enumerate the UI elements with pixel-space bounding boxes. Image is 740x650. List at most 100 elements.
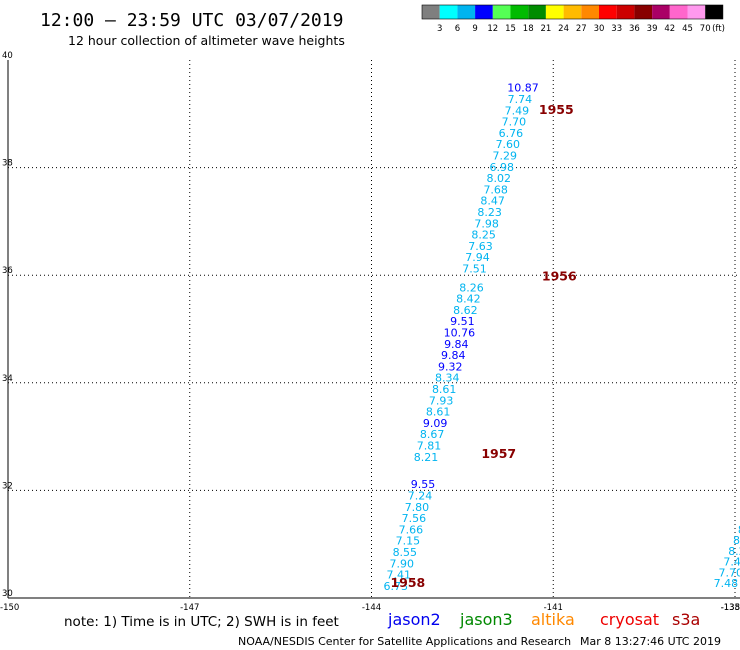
swh-value: 8.34 [435, 372, 460, 385]
satellite-legend-jason2: jason2 [387, 610, 441, 629]
swh-value: 8.47 [480, 195, 505, 208]
color-swatch [669, 5, 688, 19]
color-swatch [687, 5, 706, 19]
satellite-legend-jason3: jason3 [459, 610, 513, 629]
color-swatch [599, 5, 617, 19]
swh-value: 9.32 [438, 360, 463, 373]
swh-value: 7.80 [405, 501, 430, 514]
color-swatch [439, 5, 458, 19]
x-tick-label: -141 [544, 603, 563, 613]
color-swatch [475, 5, 493, 19]
color-swatch [528, 5, 546, 19]
color-scale-label: 21 [540, 24, 551, 34]
swh-value: 8.42 [456, 293, 481, 306]
swh-value: 7.68 [483, 183, 508, 196]
satellite-legend-altika: altika [531, 610, 575, 629]
color-swatch [616, 5, 635, 19]
satellite-legend-cryosat: cryosat [600, 610, 659, 629]
color-swatch [422, 5, 440, 19]
footer-credit: NOAA/NESDIS Center for Satellite Applica… [238, 635, 571, 648]
color-scale-label: 45 [682, 24, 693, 34]
swh-value: 8.23 [477, 206, 502, 219]
color-swatch [545, 5, 564, 19]
swh-value: 7.63 [468, 240, 493, 253]
swh-value: 8.67 [420, 428, 445, 441]
color-swatch [492, 5, 511, 19]
swh-value: 8.47 [733, 534, 740, 547]
color-scale-border [421, 4, 724, 20]
color-swatch [634, 5, 653, 19]
satellite-legend-s3a: s3a [672, 610, 700, 629]
color-scale-label: 3 [437, 24, 442, 34]
swh-value: 7.90 [390, 557, 415, 570]
color-scale-label: 27 [576, 24, 587, 34]
color-scale-label: 12 [487, 24, 498, 34]
swh-value: 8.26 [459, 281, 484, 294]
color-swatch [652, 5, 670, 19]
footer-timestamp: Mar 8 13:27:46 UTC 2019 [580, 635, 721, 648]
swh-value: 7.81 [417, 440, 442, 453]
color-scale-unit: (ft) [712, 24, 725, 34]
swh-value: 10.87 [507, 82, 539, 95]
swh-value: 9.09 [423, 417, 448, 430]
x-tick-label: -150 [0, 603, 19, 613]
swh-value: 10.76 [444, 327, 476, 340]
swh-value: 6.76 [499, 127, 524, 140]
swh-value: 7.70 [502, 116, 527, 129]
swh-value: 9.55 [411, 478, 436, 491]
color-swatch [705, 5, 723, 19]
plot-frame [7, 60, 740, 599]
pass-time-label: 1956 [542, 269, 577, 284]
satellite-tracks: 6.737.417.908.557.157.667.567.807.249.55… [383, 82, 740, 593]
y-tick-label: 36 [2, 266, 13, 276]
swh-value: 6.73 [383, 580, 408, 593]
swh-value: 9.84 [444, 338, 469, 351]
swh-value: 9.84 [441, 349, 466, 362]
y-tick-label: 38 [2, 159, 13, 169]
swh-value: 9.51 [450, 315, 475, 328]
pass-time-label: 1957 [481, 446, 516, 461]
swh-value: 8.23 [728, 545, 740, 558]
swh-value: 7.48 [723, 556, 740, 569]
swh-value: 8.25 [471, 229, 496, 242]
swh-value: 8.61 [432, 383, 457, 396]
swh-value: 8.21 [414, 451, 439, 464]
color-swatch [510, 5, 529, 19]
swh-value: 7.51 [462, 263, 487, 276]
swh-value: 8.62 [453, 304, 478, 317]
y-axis: 30 32 34 36 38 40 [2, 51, 13, 599]
color-scale-label: 39 [647, 24, 658, 34]
swh-value: 7.60 [496, 138, 521, 151]
color-swatch [581, 5, 599, 19]
x-tick-label: -138 [721, 603, 740, 613]
swh-value: 7.70 [719, 566, 740, 579]
color-swatch [563, 5, 582, 19]
color-scale-label: 33 [611, 24, 622, 34]
track-s3a: 6.737.417.908.557.157.667.567.807.249.55… [383, 82, 577, 593]
x-tick-label: -135 [721, 603, 740, 613]
color-scale-label: 9 [472, 24, 477, 34]
swh-value: 6.98 [490, 161, 515, 174]
grid-lines [8, 60, 740, 598]
satellite-legend: jason2 jason3 altika cryosat s3a [387, 610, 700, 629]
swh-value: 7.66 [399, 523, 424, 536]
swh-value: 8.28 [738, 523, 740, 536]
pass-time-label: 1955 [539, 102, 574, 117]
color-scale-label: 6 [455, 24, 460, 34]
chart-subtitle: 12 hour collection of altimeter wave hei… [68, 33, 345, 48]
y-tick-label: 32 [2, 481, 13, 491]
color-scale-label: 15 [505, 24, 516, 34]
swh-value: 7.74 [508, 93, 533, 106]
chart-title: 12:00 – 23:59 UTC 03/07/2019 [40, 10, 343, 31]
y-tick-label: 34 [2, 374, 13, 384]
pass-time-label: 1958 [390, 575, 425, 590]
swh-value: 7.29 [493, 150, 518, 163]
swh-value: 7.24 [408, 490, 433, 503]
swh-value: 7.98 [474, 217, 499, 230]
units-note: note: 1) Time is in UTC; 2) SWH is in fe… [64, 614, 339, 630]
color-scale-legend: 3 6 9 12 15 18 21 24 27 30 33 36 39 42 45 70 (ft) [421, 4, 725, 34]
swh-value: 7.56 [402, 512, 427, 525]
swh-value: 7.93 [429, 394, 454, 407]
